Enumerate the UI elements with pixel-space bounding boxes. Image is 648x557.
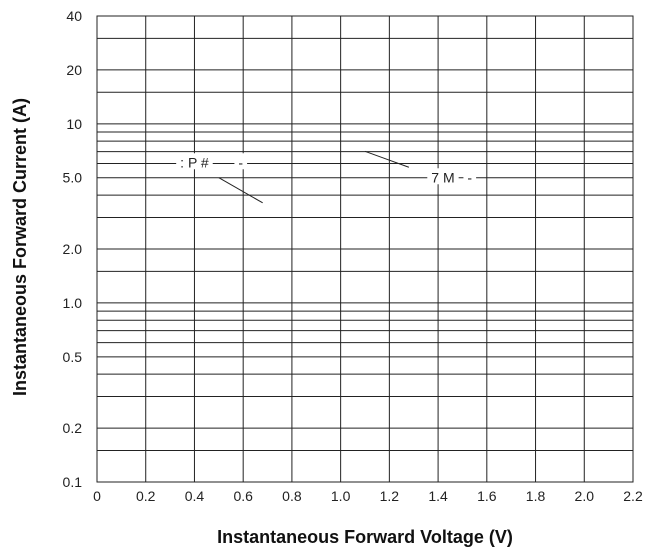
plot-frame (96, 15, 634, 483)
y-tick-label: 1.0 (63, 295, 83, 311)
y-tick-label: 40 (66, 8, 82, 24)
y-tick-labels: 0.1 0.2 0.5 1.0 2.0 5.0 10 20 40 (63, 8, 83, 490)
annotation-background (234, 153, 248, 170)
y-tick-label: 10 (66, 116, 82, 132)
y-tick-label: 5.0 (63, 170, 83, 186)
x-tick-label: 2.0 (575, 488, 595, 504)
x-tick-labels: 0 0.2 0.4 0.6 0.8 1.0 1.2 1.4 1.6 1.8 2.0 2.2 (93, 488, 643, 504)
horizontal-grid (97, 15, 633, 483)
annotation-label: : P # (180, 154, 209, 170)
annotation-label: - (238, 154, 243, 170)
x-axis-title: Instantaneous Forward Voltage (V) (217, 527, 513, 547)
y-tick-label: 0.1 (63, 474, 83, 490)
y-tick-label: 2.0 (63, 241, 83, 257)
x-tick-label: 2.2 (623, 488, 643, 504)
y-tick-label: 0.2 (63, 420, 83, 436)
y-tick-label: 20 (66, 62, 82, 78)
x-tick-label: 1.4 (428, 488, 448, 504)
x-tick-label: 0.6 (233, 488, 253, 504)
x-tick-label: 0.8 (282, 488, 302, 504)
annotation-background (463, 168, 477, 185)
annotations: : P # -7 M- (176, 150, 477, 204)
x-tick-label: 1.8 (526, 488, 546, 504)
x-tick-label: 1.0 (331, 488, 351, 504)
x-tick-label: 0 (93, 488, 101, 504)
annotation-leader (218, 177, 263, 204)
x-tick-label: 1.2 (380, 488, 400, 504)
x-tick-label: 0.4 (185, 488, 205, 504)
annotation-background (176, 153, 213, 170)
annotation-background (427, 168, 459, 185)
x-tick-label: 1.6 (477, 488, 497, 504)
annotation-label: 7 M (431, 169, 454, 185)
annotation-label: - (467, 169, 472, 185)
y-axis-title: Instantaneous Forward Current (A) (10, 98, 30, 396)
annotation-leader (364, 150, 410, 168)
y-tick-label: 0.5 (63, 349, 83, 365)
x-tick-label: 0.2 (136, 488, 156, 504)
